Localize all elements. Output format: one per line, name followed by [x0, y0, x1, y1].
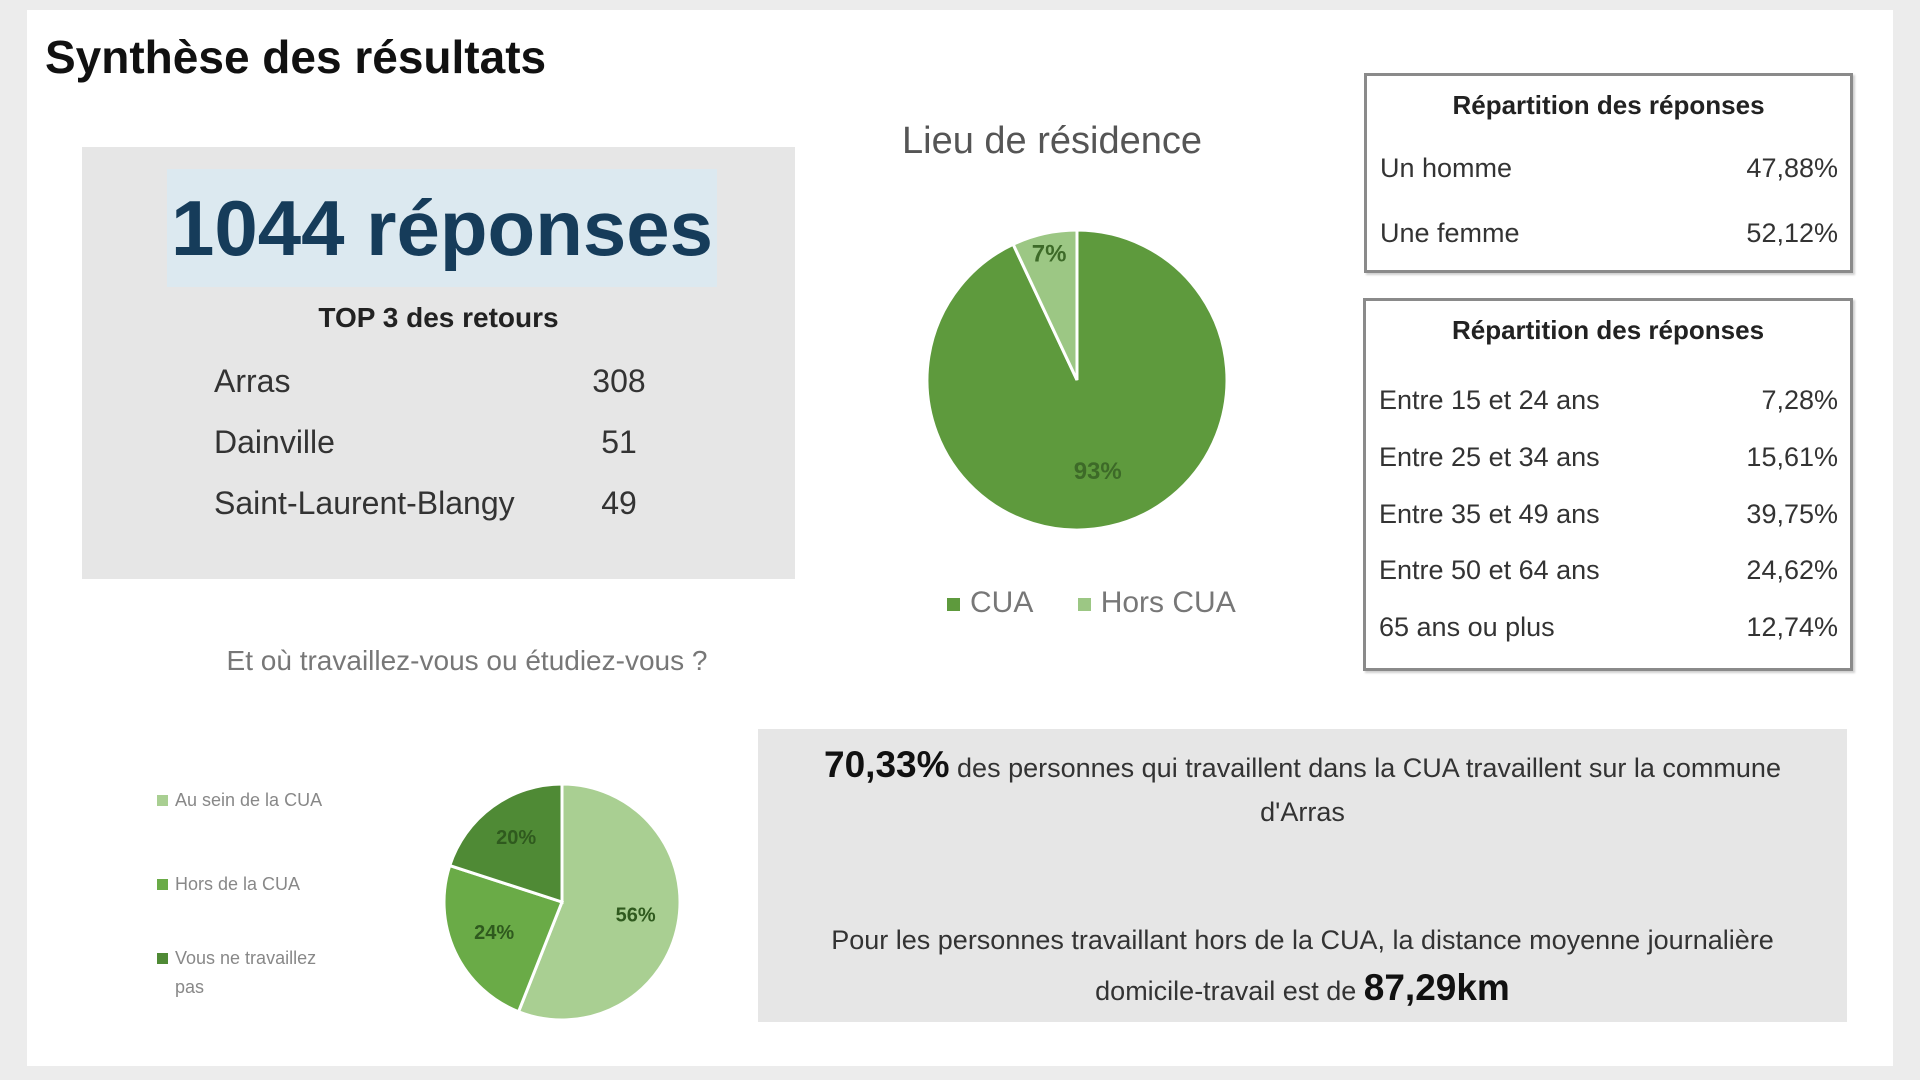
legend-item-within-cua: Au sein de la CUA [157, 786, 327, 846]
row-label: Entre 50 et 64 ans [1379, 555, 1600, 585]
pie-slice [447, 782, 564, 905]
row-value: 52,12% [1746, 218, 1838, 248]
top3-title: TOP 3 des retours [318, 302, 559, 333]
table-row: Entre 35 et 49 ans 39,75% [1379, 499, 1838, 533]
pie-data-label: 24% [474, 922, 514, 944]
distance-value: 87,29km [1363, 967, 1510, 1008]
pie-data-label: 93% [1074, 458, 1122, 485]
pie-slice [442, 863, 564, 1014]
table-row: Entre 15 et 24 ans 7,28% [1379, 385, 1838, 419]
top3-row: Saint-Laurent-Blangy 49 [214, 485, 654, 525]
info-distance-statement: Pour les personnes travaillant hors de l… [788, 916, 1817, 1015]
top3-value: 308 [592, 363, 646, 399]
legend-label: Au sein de la CUA [175, 790, 323, 810]
pie-data-label: 20% [496, 827, 536, 849]
page-title: Synthèse des résultats [45, 31, 547, 83]
age-table: Répartition des réponses Entre 15 et 24 … [1363, 298, 1853, 671]
pie-data-label: 7% [1032, 240, 1067, 267]
legend-item-not-working: Vous ne travaillez pas [157, 944, 327, 1004]
row-label: Entre 25 et 34 ans [1379, 442, 1600, 472]
top3-value: 51 [601, 424, 637, 460]
distance-text: Pour les personnes travaillant hors de l… [831, 925, 1774, 1006]
pie-data-label: 56% [616, 904, 656, 926]
age-table-title: Répartition des réponses [1451, 315, 1765, 345]
residence-chart-title: Lieu de résidence [902, 120, 1202, 162]
legend-item-outside-cua: Hors de la CUA [157, 870, 327, 900]
info-arras-statement: 70,33% des personnes qui travaillent dan… [788, 743, 1817, 834]
top3-row: Arras 308 [214, 363, 654, 403]
summary-panel: 1044 réponses TOP 3 des retours Arras 30… [82, 147, 795, 579]
top3-name: Dainville [214, 424, 335, 460]
table-row: Un homme 47,88% [1380, 153, 1838, 187]
total-responses-box: 1044 réponses [167, 169, 717, 287]
legend-swatch [157, 879, 168, 890]
row-label: Un homme [1380, 153, 1513, 183]
residence-legend: CUA Hors CUA [947, 586, 1272, 620]
legend-item-hors-cua: Hors CUA [1077, 586, 1236, 619]
gender-table: Répartition des réponses Un homme 47,88%… [1364, 73, 1853, 273]
legend-label: Vous ne travaillez pas [175, 948, 317, 997]
arras-text: des personnes qui travaillent dans la CU… [949, 753, 1781, 827]
slide: Synthèse des résultats 1044 réponses TOP… [27, 10, 1893, 1066]
row-value: 39,75% [1746, 499, 1838, 529]
pie-slice [516, 782, 682, 1022]
row-label: 65 ans ou plus [1379, 612, 1555, 642]
legend-item-cua: CUA [947, 586, 1033, 619]
table-row: 65 ans ou plus 12,74% [1379, 612, 1838, 646]
top3-name: Arras [214, 363, 291, 399]
legend-swatch [157, 953, 168, 964]
pie-slice [1011, 228, 1079, 381]
legend-label: Hors CUA [1100, 586, 1236, 619]
legend-label: CUA [970, 586, 1034, 619]
top3-value: 49 [601, 485, 637, 521]
row-label: Une femme [1380, 218, 1520, 248]
row-value: 24,62% [1746, 555, 1838, 585]
legend-swatch [1077, 597, 1091, 611]
gender-table-title: Répartition des réponses [1452, 90, 1765, 120]
row-label: Entre 35 et 49 ans [1379, 499, 1600, 529]
table-row: Entre 50 et 64 ans 24,62% [1379, 555, 1838, 589]
legend-swatch [947, 597, 960, 611]
residence-pie-chart: 93% 7% [925, 228, 1229, 532]
total-responses: 1044 réponses [170, 183, 713, 272]
top3-row: Dainville 51 [214, 424, 654, 464]
arras-percentage: 70,33% [824, 744, 950, 785]
table-row: Entre 25 et 34 ans 15,61% [1379, 442, 1838, 476]
top3-name: Saint-Laurent-Blangy [214, 485, 515, 521]
legend-swatch [157, 795, 168, 806]
work-pie-chart: 56% 24% 20% [442, 782, 682, 1022]
row-value: 15,61% [1746, 442, 1838, 472]
legend-label: Hors de la CUA [175, 874, 301, 894]
row-value: 12,74% [1746, 612, 1838, 642]
info-panel: 70,33% des personnes qui travaillent dan… [758, 729, 1847, 1022]
row-value: 7,28% [1761, 385, 1838, 415]
row-label: Entre 15 et 24 ans [1379, 385, 1600, 415]
work-chart-title: Et où travaillez-vous ou étudiez-vous ? [226, 645, 708, 676]
table-row: Une femme 52,12% [1380, 218, 1838, 252]
row-value: 47,88% [1746, 153, 1838, 183]
